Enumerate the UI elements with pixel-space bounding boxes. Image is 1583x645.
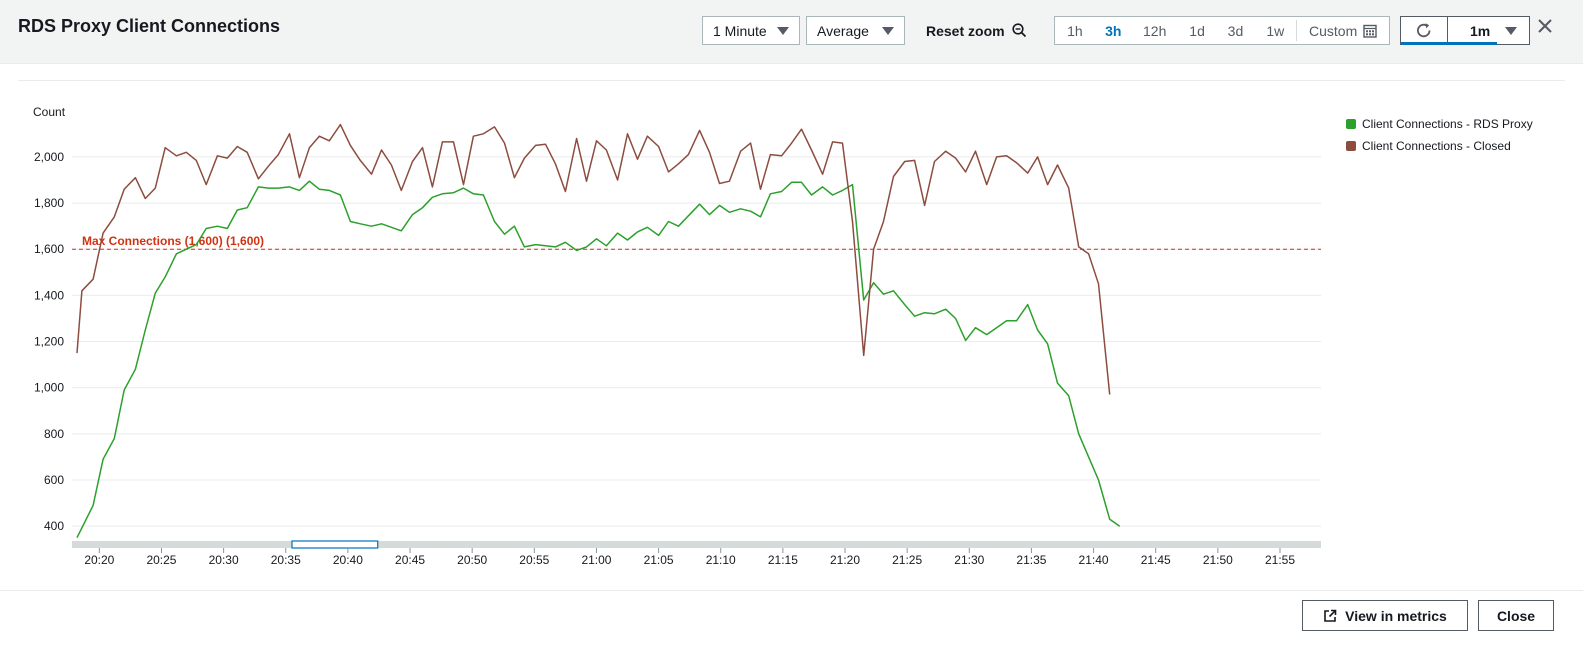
x-tick-label: 20:20 [84,553,114,567]
line-chart: Count 400 600 800 1,000 1,200 1,400 1,600 1,800 2… [33,105,1321,567]
custom-label: Custom [1309,22,1358,39]
calendar-icon [1363,24,1377,38]
range-1d[interactable]: 1d [1189,22,1205,39]
zoom-track [72,541,1321,548]
y-tick-label: 1,200 [34,335,64,349]
reset-zoom-label: Reset zoom [926,22,1005,39]
x-tick-label: 20:45 [395,553,425,567]
view-in-metrics-button[interactable]: View in metrics [1302,600,1468,631]
x-tick-label: 20:55 [519,553,549,567]
refresh-interval-dropdown[interactable]: 1m [1448,17,1529,45]
period-dropdown[interactable]: 1 Minute [702,16,800,45]
statistic-dropdown[interactable]: Average [806,16,905,45]
x-tick-label: 21:20 [830,553,860,567]
y-tick-label: 2,000 [34,150,64,164]
x-tick-label: 20:25 [146,553,176,567]
divider [18,80,1565,81]
x-tick-label: 21:15 [768,553,798,567]
period-value: 1 Minute [713,22,767,39]
y-tick-label: 1,800 [34,196,64,210]
refresh-control: 1m [1400,16,1530,45]
legend-item-rds-proxy[interactable]: Client Connections - RDS Proxy [1346,113,1533,135]
range-12h[interactable]: 12h [1143,22,1167,39]
zoom-window-handle [291,540,379,549]
x-tick-label: 21:35 [1016,553,1046,567]
zoom-out-icon [1011,23,1026,38]
x-tick-label: 21:05 [644,553,674,567]
refresh-icon [1417,22,1431,37]
legend-label: Client Connections - Closed [1362,139,1511,153]
range-1h[interactable]: 1h [1067,22,1083,39]
chart-legend: Client Connections - RDS Proxy Client Co… [1346,113,1533,157]
refresh-underline [1401,42,1447,45]
legend-swatch-green [1346,119,1356,129]
chevron-down-icon [882,27,894,35]
y-axis-label: Count [33,105,66,119]
x-tick-label: 21:40 [1079,553,1109,567]
y-tick-label: 400 [44,519,64,533]
view-in-metrics-label: View in metrics [1345,607,1447,624]
y-tick-label: 1,400 [34,288,64,302]
x-tick-label: 21:50 [1203,553,1233,567]
range-1w[interactable]: 1w [1266,22,1285,39]
legend-label: Client Connections - RDS Proxy [1362,117,1533,131]
close-icon[interactable] [1535,16,1555,36]
range-3d[interactable]: 3d [1227,22,1244,39]
range-3h[interactable]: 3h [1105,22,1122,39]
chevron-down-icon [777,27,789,35]
x-tick-label: 21:45 [1141,553,1171,567]
time-range-selector: 1h 3h 12h 1d 3d 1w Custom [1054,16,1390,45]
interval-underline [1448,42,1497,45]
x-tick-label: 21:10 [706,553,736,567]
external-link-icon [1324,609,1337,622]
x-tick-label: 20:40 [333,553,363,567]
x-tick-label: 21:30 [954,553,984,567]
range-custom[interactable]: Custom [1297,23,1389,39]
series-line-0 [76,180,1121,539]
y-tick-label: 600 [44,473,64,487]
range-divider [1296,20,1298,41]
x-tick-label: 20:35 [271,553,301,567]
y-tick-label: 1,000 [34,381,64,395]
reset-zoom-button[interactable]: Reset zoom [926,16,1027,45]
y-tick-label: 1,600 [34,242,64,256]
threshold-label: Max Connections (1,600) (1,600) [82,234,264,248]
legend-swatch-brown [1346,141,1356,151]
x-tick-label: 20:50 [457,553,487,567]
x-tick-label: 20:30 [209,553,239,567]
legend-item-closed[interactable]: Client Connections - Closed [1346,135,1533,157]
series-line-1 [76,123,1111,395]
refresh-interval-value: 1m [1470,22,1491,39]
y-tick-label: 800 [44,427,64,441]
x-tick-label: 21:00 [581,553,611,567]
refresh-button[interactable] [1401,17,1448,45]
page-title: RDS Proxy Client Connections [18,16,281,36]
close-button[interactable]: Close [1478,600,1554,631]
statistic-value: Average [817,22,869,39]
x-tick-label: 21:25 [892,553,922,567]
footer-divider [0,590,1583,591]
x-tick-label: 21:55 [1265,553,1295,567]
close-label: Close [1496,607,1536,624]
header-bar: RDS Proxy Client Connections 1 Minute Av… [0,0,1583,64]
chevron-down-icon [1505,27,1517,35]
